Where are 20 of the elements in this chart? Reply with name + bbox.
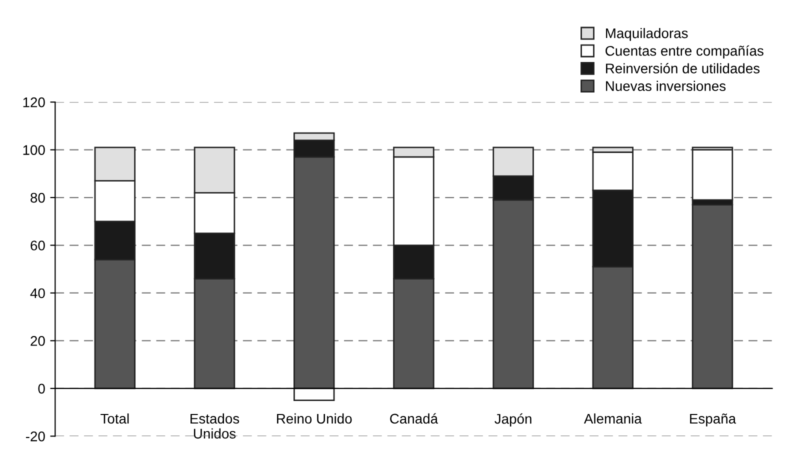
legend-label: Maquiladoras [606, 28, 688, 41]
y-tick-label: 0 [38, 384, 45, 394]
y-tick-label: 60 [30, 240, 45, 250]
y-tick-label: 100 [23, 145, 45, 155]
legend-label: Cuentas entre compañías [606, 45, 764, 59]
legend-label: Nuevas inversiones [606, 80, 726, 91]
x-tick-label: Reino Unido [277, 413, 352, 424]
x-tick-label: Canadá [390, 413, 438, 424]
x-tick-label: España [690, 414, 736, 426]
x-tick-label: Estados Unidos [190, 413, 240, 439]
y-tick-label: -20 [26, 431, 45, 442]
bar [692, 204, 734, 390]
y-tick-label: 120 [23, 97, 45, 108]
x-tick-label: Alemania [584, 413, 642, 424]
y-tick-label: 80 [30, 192, 45, 203]
y-tick-label: 40 [30, 288, 45, 298]
y-tick-label: 20 [30, 336, 45, 346]
legend-label: Reinversión de utilidades [606, 63, 760, 74]
x-tick-label: Japón [494, 413, 532, 427]
x-tick-label: Total [100, 413, 129, 424]
